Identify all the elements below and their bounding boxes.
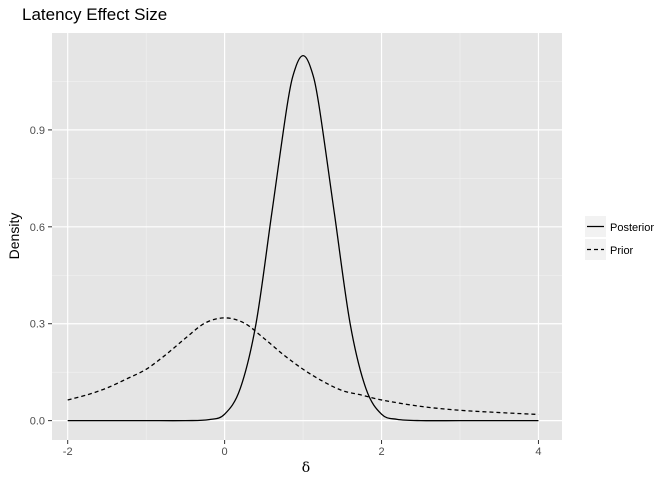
x-tick-label: 0 [222,446,228,458]
plot-panel [52,33,562,440]
y-tick-label: 0.0 [30,416,45,428]
series-line-prior [67,317,539,416]
y-tick-label: 0.9 [30,125,45,137]
legend: Posterior Prior [585,216,654,260]
y-tick-label: 0.3 [30,319,45,331]
x-axis: -2 0 2 4 [63,440,542,458]
x-tick-label: 4 [535,446,541,458]
y-tick-label: 0.6 [30,222,45,234]
legend-label-posterior: Posterior [610,222,654,234]
series-line-posterior [67,54,539,422]
x-axis-title: δ [302,460,310,476]
y-axis: 0.0 0.3 0.6 0.9 [30,125,52,428]
legend-label-prior: Prior [610,245,634,257]
y-axis-title: Density [6,213,22,260]
chart-title: Latency Effect Size [22,5,167,24]
x-tick-label: 2 [378,446,384,458]
minor-gridlines [52,33,562,440]
series-layer [67,54,539,422]
x-tick-label: -2 [63,446,73,458]
